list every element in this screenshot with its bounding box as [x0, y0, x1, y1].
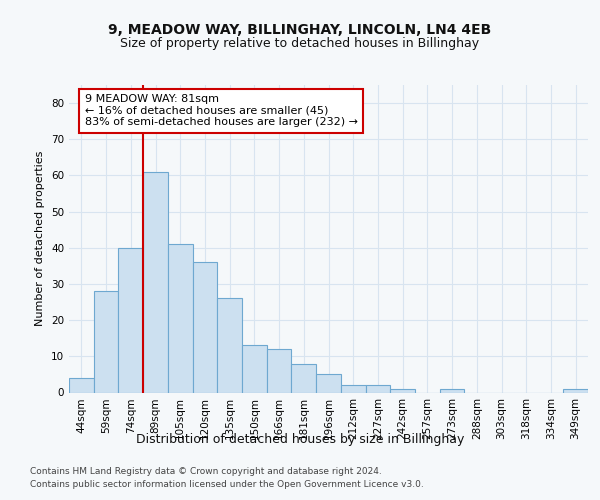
Text: Contains public sector information licensed under the Open Government Licence v3: Contains public sector information licen… — [30, 480, 424, 489]
Bar — [563, 389, 588, 392]
Bar — [292, 364, 316, 392]
Bar — [143, 172, 168, 392]
Bar — [242, 346, 267, 393]
Bar — [341, 386, 365, 392]
Y-axis label: Number of detached properties: Number of detached properties — [35, 151, 46, 326]
Bar — [193, 262, 217, 392]
Bar — [217, 298, 242, 392]
Text: 9, MEADOW WAY, BILLINGHAY, LINCOLN, LN4 4EB: 9, MEADOW WAY, BILLINGHAY, LINCOLN, LN4 … — [109, 22, 491, 36]
Bar — [94, 291, 118, 392]
Bar — [365, 386, 390, 392]
Bar — [168, 244, 193, 392]
Bar — [118, 248, 143, 392]
Bar — [69, 378, 94, 392]
Text: Distribution of detached houses by size in Billinghay: Distribution of detached houses by size … — [136, 432, 464, 446]
Bar — [267, 349, 292, 393]
Text: Contains HM Land Registry data © Crown copyright and database right 2024.: Contains HM Land Registry data © Crown c… — [30, 468, 382, 476]
Bar — [316, 374, 341, 392]
Text: Size of property relative to detached houses in Billinghay: Size of property relative to detached ho… — [121, 38, 479, 51]
Bar — [440, 389, 464, 392]
Text: 9 MEADOW WAY: 81sqm
← 16% of detached houses are smaller (45)
83% of semi-detach: 9 MEADOW WAY: 81sqm ← 16% of detached ho… — [85, 94, 358, 128]
Bar — [390, 389, 415, 392]
